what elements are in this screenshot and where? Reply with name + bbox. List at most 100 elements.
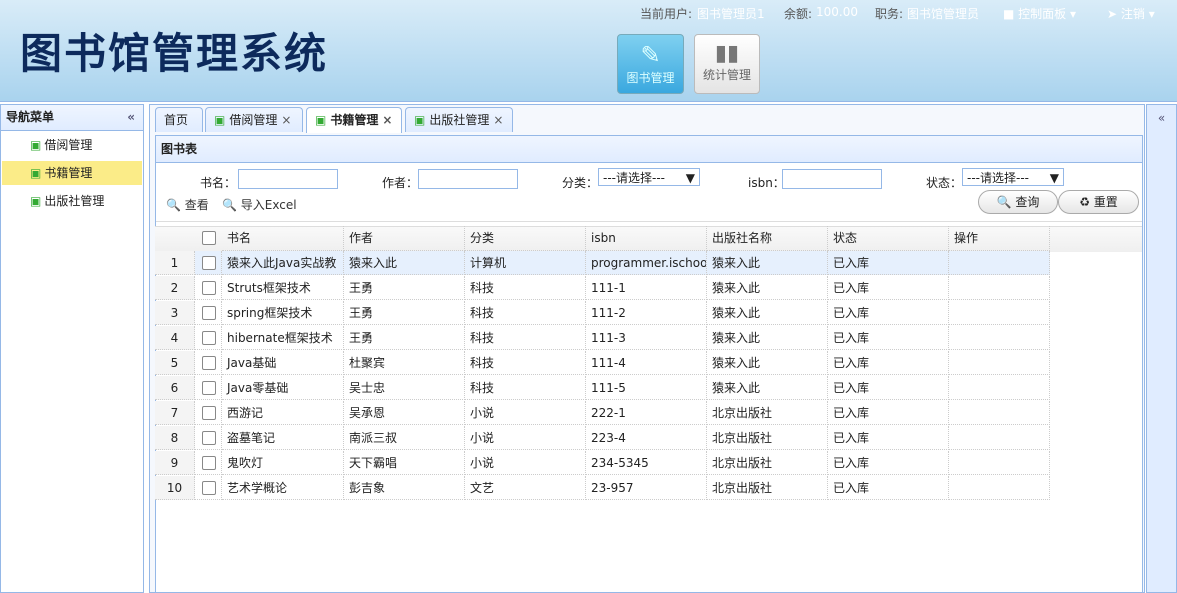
cell: 23-957 <box>586 476 707 500</box>
cell: 猿来入此Java实战教程 <box>222 251 344 275</box>
export-button[interactable]: 🔍 导入Excel <box>222 198 297 212</box>
table-header <box>155 226 1142 252</box>
cell: 天下霸唱 <box>344 451 465 475</box>
cell: Struts框架技术 <box>222 276 344 300</box>
cell: 111-4 <box>586 351 707 375</box>
checkbox[interactable] <box>202 481 216 495</box>
checkbox[interactable] <box>202 406 216 420</box>
cell: 文艺 <box>465 476 586 500</box>
cell: 计算机 <box>465 251 586 275</box>
select[interactable]: ---请选择--- ▼ <box>962 168 1064 186</box>
cell: 已入库 <box>828 401 949 425</box>
close[interactable]: × <box>382 113 393 127</box>
cell: 已入库 <box>828 426 949 450</box>
row-checkbox-cell <box>195 251 222 275</box>
logout[interactable]: ➤ 注销 ▾ <box>1107 7 1155 21</box>
checkbox[interactable] <box>202 306 216 320</box>
label: 出版社管理 <box>44 194 105 208</box>
cell: 小说 <box>465 451 586 475</box>
cell: 111-2 <box>586 301 707 325</box>
cell: 小说 <box>465 401 586 425</box>
label: 出版社管理 <box>429 113 490 127</box>
checkbox[interactable] <box>202 456 216 470</box>
reset-button[interactable]: ♻ 重置 <box>1058 190 1139 214</box>
nav-item[interactable]: ▣ 书籍管理 <box>2 161 142 185</box>
checkbox[interactable] <box>202 356 216 370</box>
book-button[interactable]: ✎ 图书管理 <box>617 34 684 94</box>
cell: 猿来入此 <box>344 251 465 275</box>
row-checkbox-cell <box>195 376 222 400</box>
cell: 北京出版社 <box>707 401 828 425</box>
nav-item[interactable]: ▣ 出版社管理 <box>30 194 105 208</box>
row-number: 6 <box>155 376 195 400</box>
cell: 已入库 <box>828 476 949 500</box>
cell: 吴士忠 <box>344 376 465 400</box>
search-button[interactable]: 🔍 查询 <box>978 190 1058 214</box>
cell: 科技 <box>465 351 586 375</box>
cell <box>949 376 1050 400</box>
label: 导入Excel <box>240 198 297 212</box>
divider <box>156 221 1142 222</box>
cell: 科技 <box>465 376 586 400</box>
input[interactable] <box>238 169 338 189</box>
cell: 王勇 <box>344 301 465 325</box>
row-checkbox-cell <box>195 426 222 450</box>
panel: 图书表 <box>155 135 1143 593</box>
cell: 彭吉象 <box>344 476 465 500</box>
row-number: 9 <box>155 451 195 475</box>
tab[interactable]: ▣ 书籍管理 × <box>306 107 402 133</box>
close[interactable]: × <box>281 113 292 127</box>
row-number: 3 <box>155 301 195 325</box>
column-header: 出版社名称 <box>707 226 828 251</box>
checkbox[interactable] <box>202 231 216 245</box>
label: 查询 <box>1015 195 1040 209</box>
tab[interactable]: ▣ 借阅管理 × <box>205 107 303 132</box>
cell: 杜聚宾 <box>344 351 465 375</box>
cell: 已入库 <box>828 251 949 275</box>
cell: 223-4 <box>586 426 707 450</box>
cell: 王勇 <box>344 276 465 300</box>
tab[interactable]: ▣ 出版社管理 × <box>405 107 513 132</box>
row-number: 1 <box>155 251 195 275</box>
checkbox[interactable] <box>202 281 216 295</box>
input[interactable] <box>418 169 518 189</box>
cell: 科技 <box>465 301 586 325</box>
checkbox[interactable] <box>202 256 216 270</box>
role: 图书馆管理员 <box>907 7 980 21</box>
user: 图书管理员1 <box>697 7 765 21</box>
cell: 已入库 <box>828 376 949 400</box>
label: 图书管理 <box>626 71 675 85</box>
cell: 北京出版社 <box>707 476 828 500</box>
select[interactable]: ---请选择--- ▼ <box>598 168 700 186</box>
control-panel[interactable]: ■ 控制面板 ▾ <box>1003 7 1077 21</box>
checkbox[interactable] <box>202 381 216 395</box>
stats-button[interactable]: ▮▮ 统计管理 <box>694 34 760 94</box>
cell <box>949 301 1050 325</box>
nav-item[interactable]: ▣ 借阅管理 <box>30 138 93 152</box>
label: 当前用户: <box>640 7 693 21</box>
label: 重置 <box>1093 195 1118 209</box>
cell: spring框架技术 <box>222 301 344 325</box>
row-checkbox-cell <box>195 326 222 350</box>
cell <box>949 276 1050 300</box>
input[interactable] <box>782 169 882 189</box>
cell: 小说 <box>465 426 586 450</box>
cell: 南派三叔 <box>344 426 465 450</box>
view-button[interactable]: 🔍 查看 <box>166 198 209 212</box>
checkbox[interactable] <box>202 331 216 345</box>
tab[interactable]: 首页 <box>155 107 203 132</box>
cell: 猿来入此 <box>707 301 828 325</box>
cell: 已入库 <box>828 326 949 350</box>
cell: 234-5345 <box>586 451 707 475</box>
row-number: 10 <box>155 476 195 500</box>
checkbox[interactable] <box>202 431 216 445</box>
row-checkbox-cell <box>195 451 222 475</box>
row-checkbox-cell <box>195 401 222 425</box>
cell: 111-3 <box>586 326 707 350</box>
label: 查看 <box>184 198 209 212</box>
close[interactable]: × <box>493 113 504 127</box>
label: 统计管理 <box>702 68 751 82</box>
cell: 猿来入此 <box>707 251 828 275</box>
cell: 北京出版社 <box>707 426 828 450</box>
right-panel[interactable]: « <box>1146 104 1177 593</box>
